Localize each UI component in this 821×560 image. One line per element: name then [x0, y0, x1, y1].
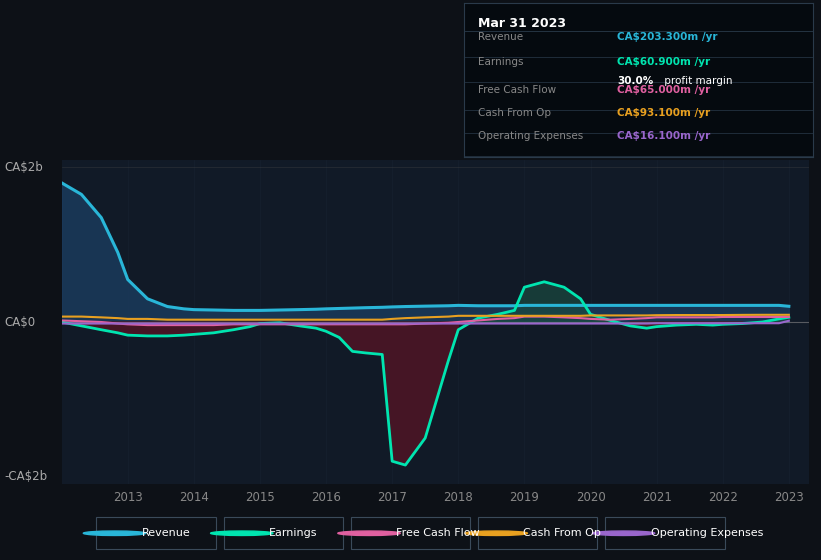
Text: Free Cash Flow: Free Cash Flow — [397, 528, 479, 538]
Text: profit margin: profit margin — [661, 76, 732, 86]
Text: -CA$2b: -CA$2b — [4, 470, 48, 483]
Circle shape — [210, 531, 273, 535]
Circle shape — [338, 531, 401, 535]
Text: Earnings: Earnings — [478, 57, 523, 67]
Text: CA$93.100m /yr: CA$93.100m /yr — [617, 108, 710, 118]
Text: 30.0%: 30.0% — [617, 76, 654, 86]
FancyBboxPatch shape — [606, 517, 725, 549]
Text: Operating Expenses: Operating Expenses — [478, 131, 583, 141]
Text: CA$0: CA$0 — [4, 315, 35, 329]
Text: Free Cash Flow: Free Cash Flow — [478, 85, 556, 95]
Text: Earnings: Earnings — [268, 528, 318, 538]
FancyBboxPatch shape — [478, 517, 598, 549]
Circle shape — [466, 531, 528, 535]
FancyBboxPatch shape — [351, 517, 470, 549]
Text: Revenue: Revenue — [141, 528, 190, 538]
Text: Cash From Op: Cash From Op — [524, 528, 601, 538]
FancyBboxPatch shape — [223, 517, 343, 549]
Text: Mar 31 2023: Mar 31 2023 — [478, 17, 566, 30]
Text: CA$2b: CA$2b — [4, 161, 43, 174]
Text: CA$203.300m /yr: CA$203.300m /yr — [617, 32, 718, 41]
Text: Revenue: Revenue — [478, 32, 523, 41]
Circle shape — [593, 531, 655, 535]
Text: Operating Expenses: Operating Expenses — [651, 528, 763, 538]
Text: CA$60.900m /yr: CA$60.900m /yr — [617, 57, 710, 67]
Circle shape — [83, 531, 146, 535]
Text: Cash From Op: Cash From Op — [478, 108, 551, 118]
FancyBboxPatch shape — [97, 517, 215, 549]
Text: CA$65.000m /yr: CA$65.000m /yr — [617, 85, 711, 95]
Text: CA$16.100m /yr: CA$16.100m /yr — [617, 131, 711, 141]
